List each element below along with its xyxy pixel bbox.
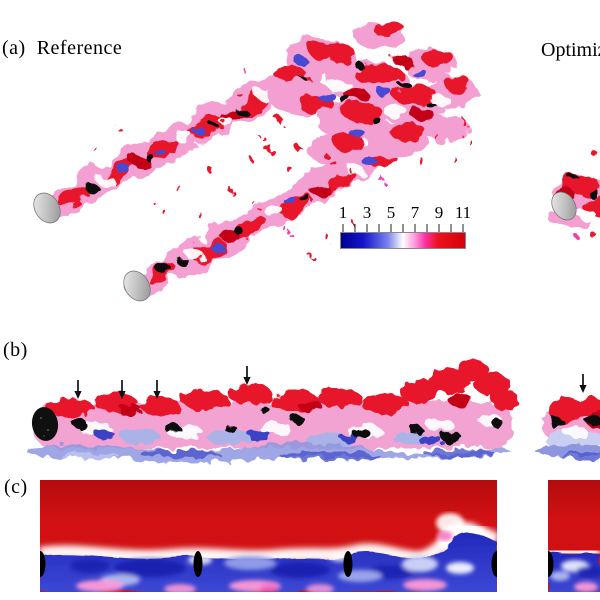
down-arrow-icon [152, 379, 162, 400]
panel-c-label: (c) [4, 476, 28, 498]
panel-c-contour-slices [40, 480, 600, 592]
cylinder-cap-icon [551, 191, 577, 221]
panel-b-side-view [28, 359, 600, 463]
panel-a-title-left: Reference [36, 37, 123, 59]
cylinder-cross-section [343, 551, 353, 577]
optimized-fragment-b [534, 396, 600, 460]
bottom-wisps [28, 442, 512, 463]
down-arrow-icon [73, 379, 83, 400]
cylinder-end-black [31, 407, 59, 441]
colorbar-tick-label: 5 [386, 203, 396, 222]
colorbar-tick-marks [342, 224, 464, 232]
cylinder-cap-icon [123, 270, 151, 302]
debris-fragments [94, 70, 472, 257]
side-view-structure [28, 359, 519, 463]
panel-a-isosurface-view [33, 22, 600, 302]
contour-slice-right [548, 480, 600, 592]
colorbar-tick-label: 1 [338, 203, 348, 222]
isosurface-cloud [268, 22, 478, 166]
colorbar-tick-label: 9 [434, 203, 444, 222]
cylinder-cap-icon [33, 192, 61, 224]
cylinder-cross-section [491, 551, 497, 577]
cylinder-cross-section [193, 551, 203, 577]
down-arrow-icon [578, 373, 588, 394]
panel-b-label: (b) [3, 339, 28, 361]
down-arrow-icon [242, 365, 252, 386]
optimized-fragment-a [546, 153, 600, 240]
colorbar-tick-label: 3 [362, 203, 372, 222]
colorbar-tick-label: 11 [454, 203, 472, 222]
contour-slice-left [40, 480, 497, 592]
colorbar-tick-labels: 1 3 5 7 9 11 [338, 202, 471, 223]
colorbar-tick-label: 7 [410, 203, 420, 222]
colorbar-gradient [340, 232, 466, 249]
panel-a-label-row: (a) Reference [2, 37, 122, 60]
panel-a-label: (a) [2, 37, 26, 59]
cylinder-cross-section [40, 551, 46, 577]
panel-a-title-right: Optimiz [541, 39, 600, 61]
colorbar: 1 3 5 7 9 11 [338, 202, 471, 249]
cylinder-cross-section [548, 551, 554, 577]
